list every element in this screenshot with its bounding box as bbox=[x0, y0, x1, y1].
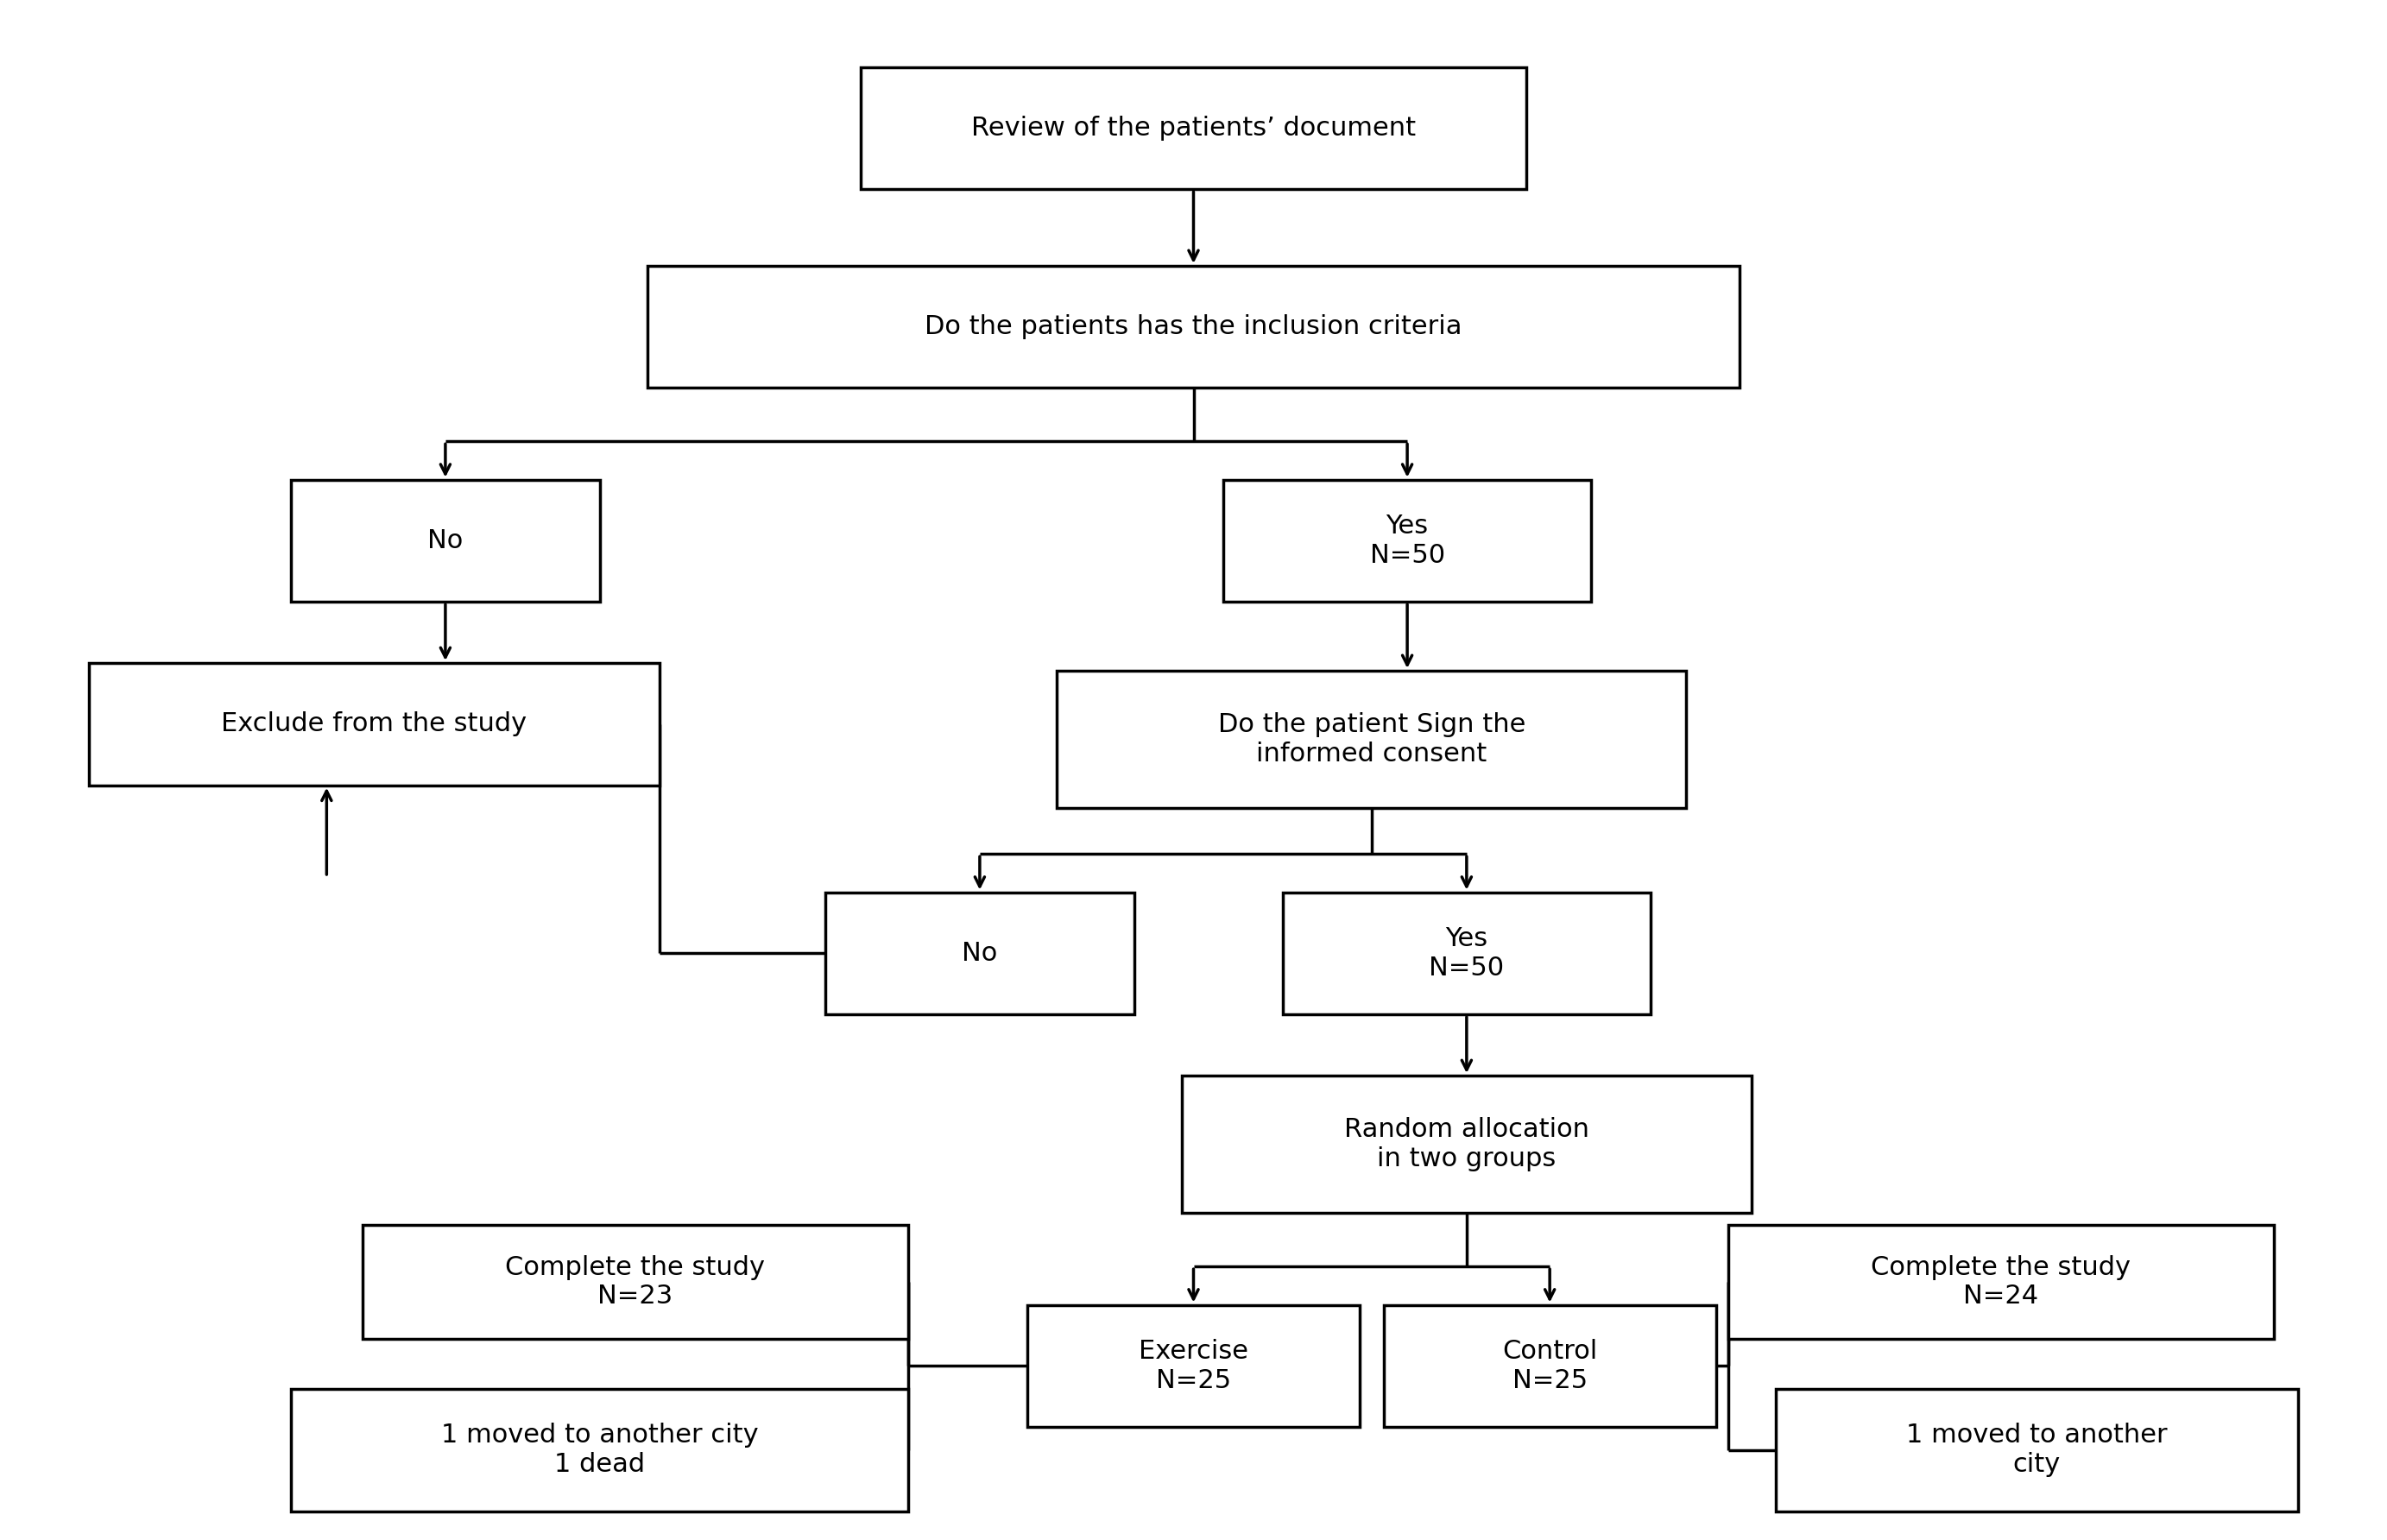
FancyBboxPatch shape bbox=[1222, 479, 1592, 602]
Text: No: No bbox=[962, 941, 998, 966]
Text: Do the patient Sign the
informed consent: Do the patient Sign the informed consent bbox=[1217, 713, 1525, 767]
FancyBboxPatch shape bbox=[1282, 892, 1652, 1015]
FancyBboxPatch shape bbox=[88, 664, 659, 785]
Text: Exercise
N=25: Exercise N=25 bbox=[1139, 1338, 1248, 1394]
FancyBboxPatch shape bbox=[1057, 671, 1685, 809]
FancyBboxPatch shape bbox=[647, 266, 1740, 388]
Text: Control
N=25: Control N=25 bbox=[1501, 1338, 1597, 1394]
Text: Do the patients has the inclusion criteria: Do the patients has the inclusion criter… bbox=[924, 314, 1463, 339]
FancyBboxPatch shape bbox=[1182, 1075, 1752, 1214]
Text: Exclude from the study: Exclude from the study bbox=[222, 711, 528, 736]
Text: Yes
N=50: Yes N=50 bbox=[1430, 927, 1504, 981]
FancyBboxPatch shape bbox=[291, 1389, 909, 1511]
FancyBboxPatch shape bbox=[862, 68, 1525, 189]
FancyBboxPatch shape bbox=[826, 892, 1134, 1015]
Text: Complete the study
N=24: Complete the study N=24 bbox=[1871, 1255, 2132, 1309]
FancyBboxPatch shape bbox=[1026, 1304, 1361, 1428]
FancyBboxPatch shape bbox=[291, 479, 599, 602]
Text: Random allocation
in two groups: Random allocation in two groups bbox=[1344, 1118, 1590, 1172]
Text: Yes
N=50: Yes N=50 bbox=[1370, 514, 1444, 568]
FancyBboxPatch shape bbox=[1728, 1224, 2275, 1340]
Text: No: No bbox=[427, 528, 463, 553]
FancyBboxPatch shape bbox=[1776, 1389, 2299, 1511]
Text: 1 moved to another city
1 dead: 1 moved to another city 1 dead bbox=[442, 1423, 759, 1477]
Text: Complete the study
N=23: Complete the study N=23 bbox=[506, 1255, 766, 1309]
FancyBboxPatch shape bbox=[1384, 1304, 1716, 1428]
Text: Review of the patients’ document: Review of the patients’ document bbox=[972, 115, 1415, 140]
FancyBboxPatch shape bbox=[363, 1224, 909, 1340]
Text: 1 moved to another
city: 1 moved to another city bbox=[1905, 1423, 2167, 1477]
